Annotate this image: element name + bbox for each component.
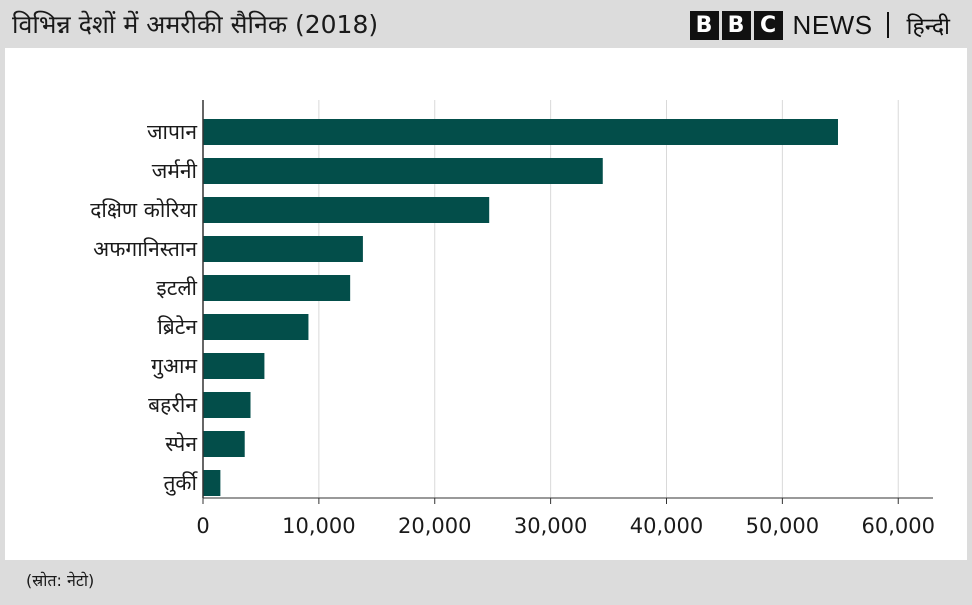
x-tick-label: 30,000: [514, 514, 587, 538]
x-tick-label: 0: [196, 514, 209, 538]
bar: [203, 119, 838, 145]
bar-chart: जापान जर्मनी दक्षिण कोरिया अफगानिस्तान इटली ब…: [90, 100, 935, 538]
brand-language-text: हिन्दी: [906, 14, 950, 40]
bar: [203, 392, 251, 418]
category-label: तुर्की: [163, 471, 198, 496]
bbc-logo-letter: B: [721, 10, 751, 40]
category-label: जर्मनी: [152, 159, 198, 183]
chart-panel: जापान जर्मनी दक्षिण कोरिया अफगानिस्तान इटली ब…: [5, 48, 967, 560]
bbc-logo-letter: B: [689, 10, 719, 40]
bar: [203, 236, 363, 262]
category-label: स्पेन: [165, 432, 197, 456]
x-tick-label: 50,000: [746, 514, 819, 538]
bar: [203, 275, 351, 301]
x-tick-label: 10,000: [282, 514, 355, 538]
category-label: अफगानिस्तान: [93, 237, 197, 261]
category-label: जापान: [147, 120, 197, 144]
brand-divider: [886, 12, 889, 38]
bar: [203, 197, 490, 223]
category-label: इटली: [156, 276, 197, 300]
bar: [203, 158, 603, 184]
category-label: बहरीन: [148, 393, 197, 417]
x-tick-label: 20,000: [398, 514, 471, 538]
category-label: दक्षिण कोरिया: [90, 198, 197, 222]
bar: [203, 431, 245, 457]
source-note: (स्रोत: नेटो): [26, 571, 95, 590]
bar: [203, 314, 309, 340]
x-tick-label: 40,000: [630, 514, 703, 538]
bbc-logo-letter: C: [753, 10, 783, 40]
x-tick-label: 60,000: [861, 514, 934, 538]
category-label: गुआम: [151, 354, 197, 379]
chart-title: विभिन्न देशों में अमरीकी सैनिक (2018): [12, 10, 379, 39]
footer-band: (स्रोत: नेटो): [0, 560, 972, 605]
header-band: विभिन्न देशों में अमरीकी सैनिक (2018) B …: [0, 0, 972, 48]
category-label: ब्रिटेन: [157, 315, 197, 339]
bar: [203, 470, 221, 496]
bar: [203, 353, 265, 379]
bbc-news-hindi-logo: B B C NEWS हिन्दी: [689, 9, 950, 41]
brand-news-text: NEWS: [792, 9, 873, 40]
bbc-logo: B B C: [689, 10, 783, 40]
